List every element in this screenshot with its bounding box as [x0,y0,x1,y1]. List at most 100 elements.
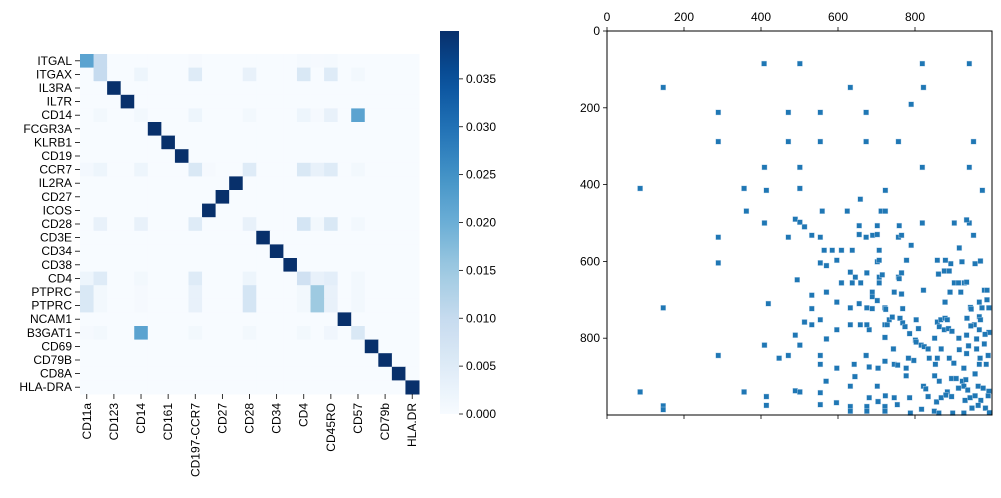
heatmap-cell [405,67,420,82]
heatmap-cell [161,244,176,259]
row-label: CCR7 [39,163,72,177]
scatter-point [963,217,970,223]
heatmap-cell [256,135,271,150]
scatter-point [874,383,881,390]
heatmap-cell [351,81,366,96]
heatmap-cell [93,230,108,245]
heatmap-cell [80,326,95,341]
heatmap-cell [188,339,203,354]
scatter-point [874,222,881,229]
scatter-point [963,376,969,383]
scatter-point [819,208,826,214]
scatter-point [863,109,869,116]
heatmap-cell [120,67,135,82]
heatmap-cell [256,67,271,82]
heatmap-cell [161,258,176,273]
heatmap-cell [161,162,176,177]
heatmap-cell [202,122,217,137]
heatmap-cell [364,366,379,381]
scatter-point [961,365,967,371]
scatter-point [847,408,854,414]
heatmap-cell [256,285,271,300]
scatter-point [715,109,722,116]
heatmap-cell [283,108,298,123]
heatmap-cell [174,54,189,69]
heatmap-cell [364,203,379,218]
scatter-point [956,245,963,251]
heatmap-cell [174,353,189,368]
scatter-point [918,406,925,413]
scatter-point [961,383,967,390]
scatter-point [817,138,824,145]
heatmap-cell [405,326,420,341]
column-label: CD14 [134,403,148,434]
heatmap-cell [188,81,203,96]
heatmap-cell [283,203,298,218]
scatter-point [985,352,991,359]
scatter-point [844,208,851,214]
heatmap-cell [134,339,149,354]
heatmap-cell [296,298,312,313]
column-label: CD161 [161,403,175,441]
scatter-point [981,341,988,347]
heatmap-cell [202,203,217,218]
heatmap-cell [351,258,366,273]
heatmap-cell [202,81,217,96]
heatmap-cell [242,366,257,381]
scatter-point [936,410,942,416]
heatmap-cell [215,366,230,381]
scatter-point [882,208,889,214]
colorbar-tick-label: 0.010 [466,311,496,325]
heatmap-cell [310,149,325,164]
heatmap-cell [337,54,352,69]
heatmap-cell [405,298,420,313]
heatmap-cell [351,298,366,313]
heatmap-cell [80,312,95,327]
colorbar: 0.000 0.005 0.010 0.015 0.020 0.025 0.030 0.035 [440,31,496,421]
heatmap-cell [161,203,176,218]
heatmap-cell [269,298,284,313]
heatmap-cell [107,366,122,381]
scatter-point [968,306,975,312]
heatmap-cell [215,190,230,205]
heatmap-cell [174,380,189,395]
colorbar-tick-label: 0.005 [466,359,496,373]
heatmap-cell [324,162,339,177]
heatmap-cell [337,203,352,218]
heatmap-cell [134,54,149,69]
heatmap-cell [188,285,203,300]
heatmap-cell [391,339,406,354]
heatmap-cell [351,285,366,300]
heatmap-cell [202,258,217,273]
heatmap-cell [405,312,420,327]
heatmap-cell [134,162,149,177]
heatmap-cell [405,149,420,164]
heatmap-cell [202,298,217,313]
heatmap-cell [174,190,189,205]
scatter-point [936,378,943,385]
heatmap-cell [337,230,352,245]
row-label: NCAM1 [30,312,72,326]
heatmap-cell [391,203,406,218]
scatter-point [963,350,970,357]
column-label: CD45RO [324,403,338,452]
heatmap-cell [120,326,135,341]
scatter-point [969,405,975,411]
scatter-point [899,305,906,312]
row-label: CD3E [40,231,72,245]
heatmap-cell [296,244,312,259]
heatmap-cell [242,108,257,123]
heatmap-cell [405,217,420,232]
heatmap-cell [174,366,189,381]
row-label: IL7R [47,95,73,109]
heatmap-cell [188,54,203,69]
heatmap-cell [324,380,339,395]
column-label: HLA.DR [405,403,419,447]
heatmap-cell [120,122,135,137]
heatmap-cell [174,108,189,123]
heatmap-cell [405,135,420,150]
heatmap-cell [202,108,217,123]
heatmap-cell [269,380,284,395]
scatter-point [823,289,830,295]
heatmap-cell [161,298,176,313]
